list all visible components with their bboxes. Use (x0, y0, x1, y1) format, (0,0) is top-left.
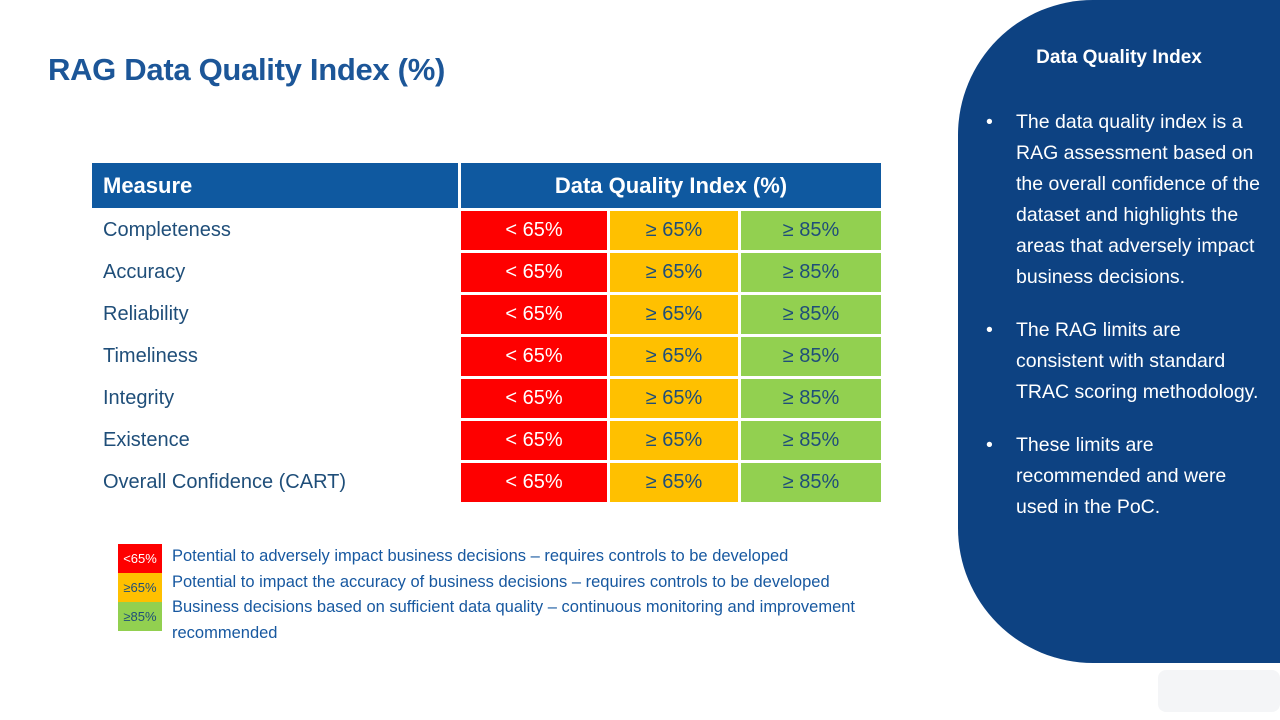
table-cell-green: ≥ 85% (741, 379, 881, 418)
bullet-item: The data quality index is a RAG assessme… (986, 107, 1268, 293)
table-row-measure: Reliability (103, 303, 189, 325)
watermark (1158, 670, 1280, 712)
bullet-item: The RAG limits are consistent with stand… (986, 315, 1268, 408)
table-cell-amber: ≥ 65% (610, 295, 738, 334)
table-row-measure: Existence (103, 429, 190, 451)
sidebar-heading: Data Quality Index (1036, 47, 1202, 68)
bullet-item: These limits are recommended and were us… (986, 430, 1268, 523)
table-cell-green: ≥ 85% (741, 295, 881, 334)
legend-swatch-amber: ≥65% (118, 573, 162, 602)
table-row-measure: Overall Confidence (CART) (103, 471, 347, 493)
table-cell-red: < 65% (461, 421, 607, 460)
legend-swatch-green: ≥85% (118, 602, 162, 631)
table-cell-red: < 65% (461, 337, 607, 376)
table-cell-green: ≥ 85% (741, 337, 881, 376)
legend-text-amber: Potential to impact the accuracy of busi… (172, 572, 830, 591)
table-cell-red: < 65% (461, 463, 607, 502)
table-cell-amber: ≥ 65% (610, 379, 738, 418)
legend-text-red: Potential to adversely impact business d… (172, 547, 789, 565)
bullet-text: These limits are recommended and were us… (1016, 434, 1227, 518)
table-cell-amber: ≥ 65% (610, 211, 738, 250)
table-cell-green: ≥ 85% (741, 253, 881, 292)
legend-texts: Potential to adversely impact business d… (172, 544, 872, 646)
page-title: RAG Data Quality Index (%) (48, 52, 445, 87)
table-cell-red: < 65% (461, 379, 607, 418)
legend-swatch-red: <65% (118, 544, 162, 573)
table-cell-green: ≥ 85% (741, 211, 881, 250)
rag-table: Measure Data Quality Index (%) Completen… (92, 163, 881, 502)
sidebar-panel: Data Quality Index The data quality inde… (958, 0, 1280, 663)
table-cell-amber: ≥ 65% (610, 337, 738, 376)
table-row-measure: Accuracy (103, 261, 186, 283)
table-row-measure: Integrity (103, 387, 175, 409)
table-cell-amber: ≥ 65% (610, 253, 738, 292)
table-header-dqi: Data Quality Index (%) (461, 163, 881, 208)
table-header-measure: Measure (92, 163, 458, 208)
sidebar-bullets: The data quality index is a RAG assessme… (958, 107, 1280, 523)
table-cell-red: < 65% (461, 295, 607, 334)
legend: <65% ≥65% ≥85% Potential to adversely im… (118, 544, 872, 646)
table-row-measure: Timeliness (103, 345, 198, 367)
table-cell-green: ≥ 85% (741, 463, 881, 502)
table-cell-green: ≥ 85% (741, 421, 881, 460)
table-cell-amber: ≥ 65% (610, 463, 738, 502)
table-cell-red: < 65% (461, 253, 607, 292)
bullet-text: The data quality index is a RAG assessme… (1016, 111, 1260, 288)
table-cell-amber: ≥ 65% (610, 421, 738, 460)
table-cell-red: < 65% (461, 211, 607, 250)
bullet-text: The RAG limits are consistent with stand… (1016, 319, 1259, 403)
legend-text-green: Business decisions based on sufficient d… (172, 598, 856, 642)
legend-swatches: <65% ≥65% ≥85% (118, 544, 162, 646)
table-row-measure: Completeness (103, 219, 231, 241)
